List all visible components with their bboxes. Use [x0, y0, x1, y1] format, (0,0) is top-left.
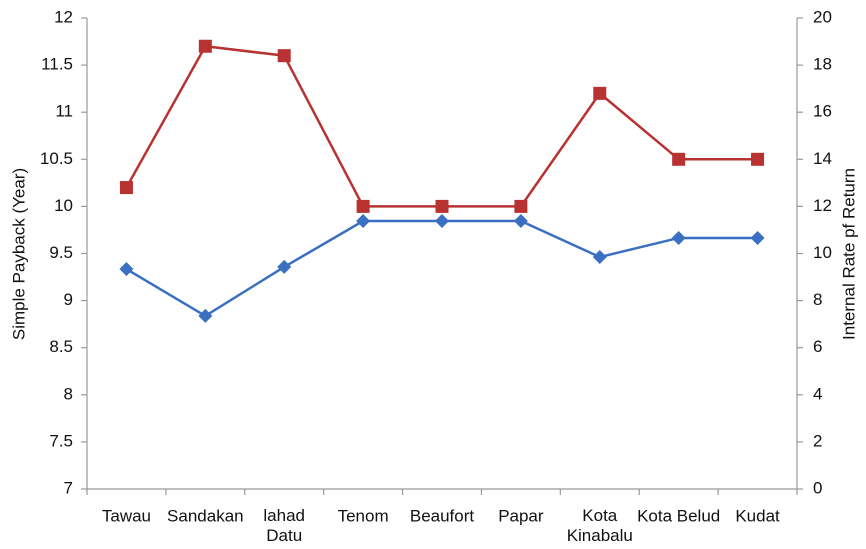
y2-tick-label: 14	[813, 149, 832, 168]
square-marker	[514, 199, 528, 213]
y2-tick-label: 8	[813, 290, 822, 309]
x-tick-label: Kota Belud	[637, 506, 720, 525]
square-marker	[593, 86, 607, 100]
y2-tick-label: 10	[813, 243, 832, 262]
square-marker	[435, 199, 449, 213]
y-tick-label: 9	[64, 290, 73, 309]
diamond-marker	[198, 308, 213, 323]
x-tick-label: Kota Kinabalu	[567, 506, 633, 545]
y-tick-label: 7.5	[49, 431, 73, 450]
diamond-marker	[750, 230, 765, 245]
y-tick-label: 10.5	[40, 149, 73, 168]
y2-tick-label: 16	[813, 102, 832, 121]
square-marker	[751, 152, 765, 166]
y-axis-title: Simple Payback (Year)	[9, 168, 28, 340]
series-line	[125, 44, 758, 208]
diamond-marker	[119, 262, 134, 277]
diamond-marker	[592, 250, 607, 265]
x-tick-label: Tenom	[338, 506, 389, 525]
y2-tick-label: 2	[813, 431, 822, 450]
series-line	[125, 219, 758, 318]
x-tick-label: Papar	[498, 506, 544, 525]
diamond-marker	[356, 214, 371, 229]
square-marker	[356, 199, 370, 213]
square-marker	[672, 152, 686, 166]
y2-tick-label: 12	[813, 196, 832, 215]
y-tick-label: 11.5	[41, 55, 73, 74]
y2-axis-title: Internal Rate pf Return	[839, 168, 858, 340]
y-tick-label: 10	[54, 196, 73, 215]
y-tick-label: 8.5	[49, 337, 73, 356]
y-tick-label: 8	[64, 384, 73, 403]
x-tick-label: lahad Datu	[263, 506, 305, 545]
diamond-marker	[513, 214, 528, 229]
diamond-marker	[277, 259, 292, 274]
x-tick-label: Sandakan	[167, 506, 244, 525]
square-marker	[198, 39, 212, 53]
x-tick-label: Beaufort	[410, 506, 475, 525]
square-marker	[277, 49, 291, 63]
x-tick-label: Tawau	[102, 506, 151, 525]
y2-tick-label: 18	[813, 55, 832, 74]
y-tick-label: 9.5	[49, 243, 73, 262]
x-tick-label: Kudat	[735, 506, 780, 525]
y-tick-label: 11	[55, 102, 73, 121]
diamond-marker	[435, 214, 449, 229]
y2-tick-label: 6	[813, 337, 822, 356]
diamond-marker	[671, 230, 686, 245]
y2-tick-label: 0	[813, 478, 822, 497]
y-tick-label: 12	[54, 7, 73, 26]
y-tick-label: 7	[64, 478, 73, 497]
square-marker	[119, 181, 133, 195]
y2-tick-label: 4	[813, 384, 822, 403]
y2-tick-label: 20	[813, 7, 832, 26]
